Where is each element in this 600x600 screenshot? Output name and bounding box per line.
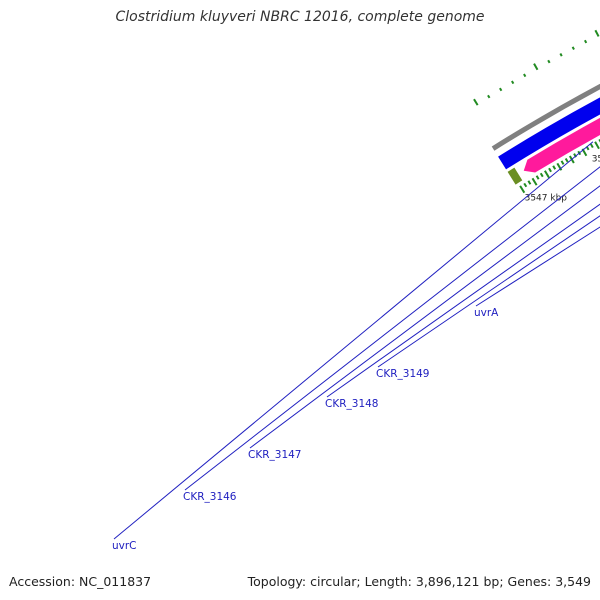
tick-label: 3548 kbp xyxy=(592,155,600,165)
tick-label: 3547 kbp xyxy=(525,194,568,204)
accession-label: Accession: NC_011837 xyxy=(9,574,152,589)
inner-tick-mark xyxy=(594,141,600,150)
genome-summary: Topology: circular; Length: 3,896,121 bp… xyxy=(247,574,591,589)
outer-tick-mark xyxy=(523,73,527,78)
inner-tick-mark xyxy=(519,185,526,194)
reverse-gene-track xyxy=(507,117,600,185)
inner-tick-mark xyxy=(552,165,557,170)
outer-tick-mark xyxy=(594,29,600,37)
inner-tick-mark xyxy=(527,180,532,185)
outer-tick-mark xyxy=(511,80,515,85)
tick-labels: 3547 kbp3548 kbp3549 kbp3550 kbp3551 kbp… xyxy=(525,155,600,204)
inner-tick-mark xyxy=(589,143,594,149)
gene-label[interactable]: CKR_3148 xyxy=(325,398,378,410)
inner-tick-mark xyxy=(560,160,565,165)
inner-tick-mark xyxy=(539,172,544,178)
outer-tick-mark xyxy=(547,59,551,64)
inner-tick-marks xyxy=(519,138,600,194)
inner-tick-mark xyxy=(523,182,528,188)
gene-leader-line xyxy=(377,215,600,368)
olive-gene-block xyxy=(507,167,523,185)
forward-gene-block xyxy=(498,97,600,170)
gene-leader-line xyxy=(326,203,600,398)
gene-label[interactable]: CKR_3149 xyxy=(376,368,429,380)
inner-tick-mark xyxy=(544,170,550,179)
gene-labels: uvrC CKR_3146 CKR_3147 CKR_3148 CKR_3149 uvrA xyxy=(112,141,600,552)
outer-tick-mark xyxy=(473,98,479,106)
map-title: Clostridium kluyveri NBRC 12016, complet… xyxy=(115,9,485,25)
outer-tick-mark xyxy=(571,46,575,50)
outer-tick-mark xyxy=(487,94,491,99)
gene-label[interactable]: CKR_3146 xyxy=(183,491,237,503)
outer-tick-mark xyxy=(559,53,563,57)
gene-label[interactable]: CKR_3147 xyxy=(248,449,301,461)
forward-gene-track xyxy=(498,97,600,170)
inner-tick-mark xyxy=(535,175,540,180)
inner-tick-mark xyxy=(548,167,552,173)
uvrC-gene-block xyxy=(523,117,600,173)
gene-leader-line xyxy=(249,185,600,449)
inner-tick-mark xyxy=(531,177,538,186)
gene-leader-line xyxy=(475,226,600,307)
outer-tick-mark xyxy=(583,39,588,44)
backbone-track xyxy=(491,83,600,151)
gene-label[interactable]: uvrA xyxy=(474,307,499,319)
outer-tick-mark xyxy=(533,63,539,71)
inner-tick-mark xyxy=(564,157,569,163)
backbone-line xyxy=(491,83,600,151)
gene-leader-line xyxy=(113,141,594,540)
outer-tick-dots xyxy=(473,29,600,106)
gene-label[interactable]: uvrC xyxy=(112,540,137,552)
outer-tick-mark xyxy=(499,87,503,92)
gene-leader-line xyxy=(184,166,600,491)
